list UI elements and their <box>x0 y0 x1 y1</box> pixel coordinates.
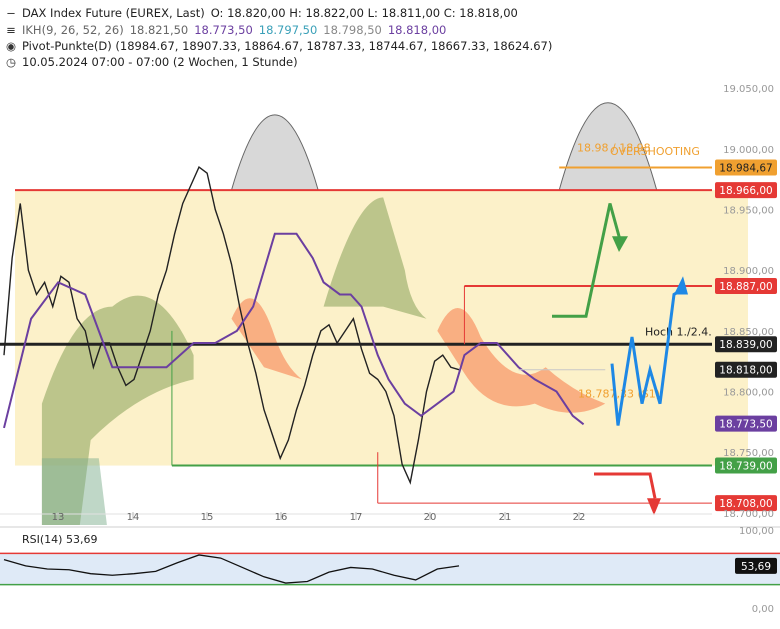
menu-icon[interactable]: ≡ <box>6 23 16 37</box>
target-icon[interactable]: ◉ <box>6 39 17 53</box>
level-label-5: 18.773,50 <box>719 419 772 431</box>
blue-arrowhead-icon <box>674 276 688 295</box>
price-line <box>3 165 460 485</box>
y-tick-label-6: 18.750,00 <box>723 448 774 459</box>
pivot-mid-label: 18.787,33 (S1) <box>578 388 660 401</box>
level-label-7: 18.708,00 <box>719 498 772 510</box>
x-tick-label-1: 14 <box>127 512 140 523</box>
clock-icon[interactable]: ◷ <box>6 55 17 69</box>
rsi-value-label: 53,69 <box>741 561 771 573</box>
ohlc-text: O: 18.820,00 H: 18.822,00 L: 18.811,00 C… <box>210 6 518 20</box>
rsi-panel: RSI(14) 53,69 53,69 100,00 0,00 <box>0 526 780 615</box>
level-label-3: 18.839,00 <box>719 339 772 351</box>
cloud-orange-1 <box>231 298 302 380</box>
y-tick-label-2: 18.950,00 <box>723 206 774 217</box>
rsi-value-box <box>735 557 777 574</box>
rsi-title: RSI(14) 53,69 <box>22 533 97 546</box>
level-label-6: 18.739,00 <box>719 461 772 473</box>
instrument-title: DAX Index Future (EUREX, Last) <box>22 6 205 20</box>
level-label-box-0 <box>715 159 777 176</box>
x-axis: 13 14 15 16 17 20 21 22 <box>0 512 712 523</box>
rsi-tick-100: 100,00 <box>739 526 774 537</box>
horizontal-levels: 18.984,6718.966,0018.887,0018.839,0018.8… <box>0 159 777 512</box>
rsi-tick-0: 0,00 <box>752 604 774 615</box>
y-tick-label-7: 18.700,00 <box>723 509 774 520</box>
kijun-line <box>3 232 585 429</box>
y-axis: 19.050,00 19.000,00 18.950,00 18.900,00 18.8… <box>723 84 774 520</box>
header-line-3: ◉ Pivot-Punkte(D) (18984.67, 18907.33, 18… <box>6 39 558 53</box>
header-line-2: ≡ IKH(9, 26, 52, 26) 18.821,50 18.773,50 18.… <box>6 23 452 37</box>
cloud-orange-2 <box>437 308 606 413</box>
ichimoku-cloud <box>41 197 606 525</box>
x-tick-label-6: 21 <box>499 512 512 523</box>
level-label-1: 18.966,00 <box>719 185 772 197</box>
x-tick-label-5: 20 <box>424 512 437 523</box>
level-label-4: 18.818,00 <box>719 365 772 377</box>
cloud-green-2 <box>323 197 427 319</box>
x-tick-label-3: 16 <box>275 512 288 523</box>
overshooting-label: OVERSHOOTING <box>610 145 700 158</box>
cloud-teal <box>41 458 107 525</box>
ikh-label: IKH(9, 26, 52, 26) <box>22 23 124 37</box>
rsi-band <box>0 553 780 585</box>
hoch-label: Hoch 1./2.4. <box>645 326 712 339</box>
level-label-box-1 <box>715 182 777 199</box>
x-tick-label-2: 15 <box>201 512 214 523</box>
x-tick-label-0: 13 <box>52 512 65 523</box>
level-label-box-3 <box>715 336 777 353</box>
y-tick-label-4: 18.850,00 <box>723 327 774 338</box>
y-tick-label-3: 18.900,00 <box>723 266 774 277</box>
y-tick-label-5: 18.800,00 <box>723 388 774 399</box>
level-label-box-2 <box>715 277 777 294</box>
ikh-value-1: 18.821,50 <box>129 23 189 37</box>
level-label-2: 18.887,00 <box>719 281 772 293</box>
scenario-green-arrow <box>552 203 622 318</box>
level-label-box-7 <box>715 495 777 512</box>
scenario-blue-arrow <box>610 287 685 426</box>
green-arrowhead-icon <box>612 236 628 252</box>
minus-icon[interactable]: − <box>6 6 16 20</box>
price-series <box>3 165 606 485</box>
x-tick-label-7: 22 <box>573 512 586 523</box>
y-tick-label-1: 19.000,00 <box>723 145 774 156</box>
pivot-text: Pivot-Punkte(D) (18984.67, 18907.33, 188… <box>22 39 553 53</box>
level-label-box-4 <box>715 361 777 378</box>
pivot-top-label: 18.98 / 18.98 <box>577 141 651 154</box>
red-arrowhead-icon <box>647 498 661 516</box>
ikh-value-3: 18.797,50 <box>258 23 318 37</box>
y-tick-label-0: 19.050,00 <box>723 84 774 95</box>
level-label-box-5 <box>715 415 777 432</box>
header-line-4: ◷ 10.05.2024 07:00 - 07:00 (2 Wochen, 1 S… <box>6 55 304 69</box>
level-label-box-6 <box>715 457 777 474</box>
level-label-0: 18.984,67 <box>719 162 772 174</box>
x-tick-label-4: 17 <box>350 512 363 523</box>
ikh-value-2: 18.773,50 <box>194 23 253 37</box>
scenario-red-arrow <box>594 472 657 499</box>
overshoot-arc-left <box>231 114 319 191</box>
header-line-1: − DAX Index Future (EUREX, Last) O: 18.820… <box>6 6 524 20</box>
period-text: 10.05.2024 07:00 - 07:00 (2 Wochen, 1 St… <box>22 55 298 69</box>
ikh-value-4: 18.798,50 <box>323 23 382 37</box>
ikh-value-5: 18.818,00 <box>387 23 447 37</box>
rsi-line <box>3 554 460 584</box>
